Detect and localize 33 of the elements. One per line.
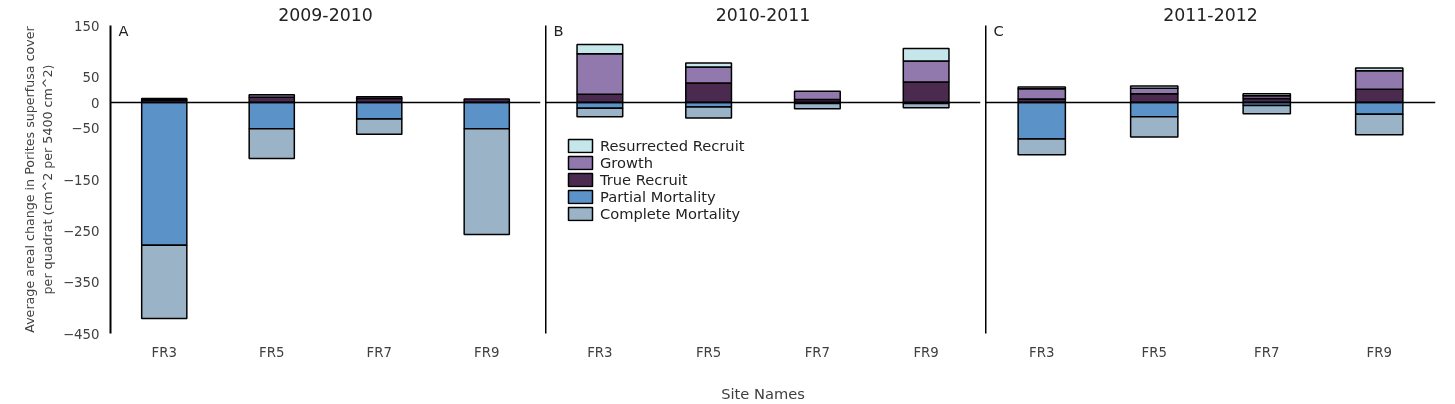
x-tick-label: FR9	[474, 344, 500, 360]
x-axis-title: Site Names	[721, 384, 805, 402]
annotation: B	[553, 21, 564, 39]
y-tick-label: 0	[91, 95, 100, 111]
y-tick-label: −150	[62, 172, 100, 188]
y-tick-label: −350	[62, 275, 100, 291]
annotation: C	[993, 21, 1004, 39]
x-tick-label: FR5	[695, 344, 722, 360]
chart-title: 2009-2010	[278, 4, 373, 25]
x-tick-label: FR5	[259, 344, 285, 360]
y-tick-label: 150	[74, 18, 100, 34]
legend-label: Complete Mortality	[600, 204, 741, 222]
y-tick-label: −450	[62, 326, 100, 342]
y-tick-label: 50	[82, 69, 100, 85]
x-tick-label: FR9	[1366, 344, 1392, 360]
x-tick-label: FR7	[1254, 344, 1280, 360]
legend-label: Partial Mortality	[600, 187, 716, 205]
legend-label: True Recruit	[600, 170, 688, 188]
chart-title: 2010-2011	[715, 4, 811, 25]
y-tick-label: −50	[71, 121, 100, 137]
x-tick-label: FR5	[1141, 344, 1167, 360]
x-tick-label: FR7	[804, 344, 831, 360]
x-tick-label: FR3	[587, 344, 613, 360]
y-axis-title: Average areal change in Porites superfusa cover per quadrat (cm^2 per 5400 cm^2)	[21, 25, 55, 333]
y-tick-label: −250	[62, 223, 100, 239]
legend-label: Resurrected Recruit	[600, 136, 745, 154]
x-tick-label: FR3	[151, 344, 177, 360]
chart-title: 2011-2012	[1163, 4, 1258, 25]
legend-label: Growth	[600, 153, 654, 171]
x-tick-label: FR7	[366, 344, 392, 360]
x-tick-label: FR3	[1029, 344, 1055, 360]
x-tick-label: FR9	[913, 344, 939, 360]
annotation: A	[118, 21, 129, 39]
